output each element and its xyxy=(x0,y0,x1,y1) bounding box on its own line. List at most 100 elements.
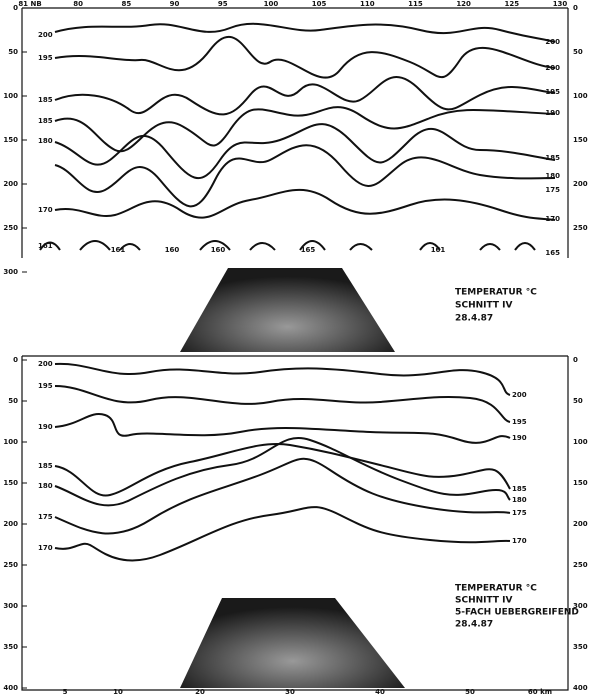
caption-line: 5-FACH UEBERGREIFEND xyxy=(455,608,579,618)
caption-line: TEMPERATUR °C xyxy=(455,288,537,298)
y-tick-label: 250 xyxy=(573,224,588,232)
x-tick-label: 90 xyxy=(170,0,180,8)
y-tick-label: 300 xyxy=(3,268,18,276)
bottom-panel xyxy=(21,355,569,691)
contour-label: 185 xyxy=(38,462,53,470)
x-tick-label: 5 xyxy=(63,688,68,695)
contour-label: 160 xyxy=(211,246,226,254)
y-tick-label: 100 xyxy=(573,438,588,446)
contour-label: 170 xyxy=(545,215,560,223)
y-tick-label: 200 xyxy=(3,180,18,188)
y-tick-label: 250 xyxy=(3,224,18,232)
contour xyxy=(54,144,556,208)
y-tick-label: 50 xyxy=(8,48,18,56)
contour xyxy=(54,362,511,396)
contour-label: 190 xyxy=(38,423,53,431)
contour-label: 195 xyxy=(38,54,53,62)
contour-label: 165 xyxy=(545,249,560,257)
contour-label: 180 xyxy=(545,172,560,180)
y-tick-label: 350 xyxy=(573,643,588,651)
contour-label: 180 xyxy=(38,137,53,145)
contour-label: 185 xyxy=(38,96,53,104)
contour-label: 185 xyxy=(545,154,560,162)
y-tick-label: 150 xyxy=(573,479,588,487)
y-tick-label: 100 xyxy=(573,92,588,100)
x-tick-label: 115 xyxy=(408,0,423,8)
y-tick-label: 400 xyxy=(573,684,588,692)
x-tick-label: 81 NB xyxy=(18,0,41,8)
contour-label: 161 xyxy=(38,242,53,250)
top-frame xyxy=(21,7,569,258)
x-tick-label: 100 xyxy=(264,0,279,8)
seamount xyxy=(180,598,405,688)
contour-label: 200 xyxy=(545,64,560,72)
caption-line: SCHNITT IV xyxy=(455,301,512,311)
contour xyxy=(54,443,511,497)
contour-label: 190 xyxy=(512,434,527,442)
y-tick-label: 200 xyxy=(3,520,18,528)
y-tick-label: 350 xyxy=(3,643,18,651)
x-tick-label: 10 xyxy=(113,688,123,695)
bottom-frame xyxy=(21,355,569,691)
caption-line: TEMPERATUR °C xyxy=(455,584,537,594)
y-tick-label: 300 xyxy=(573,602,588,610)
contour xyxy=(54,385,511,423)
contour xyxy=(54,437,511,507)
top-panel xyxy=(21,7,569,352)
contour-label: 195 xyxy=(545,88,560,96)
contour-label: 190 xyxy=(545,109,560,117)
x-tick-label: 95 xyxy=(218,0,228,8)
contour-label: 161 xyxy=(431,246,446,254)
contour xyxy=(54,123,556,180)
y-tick-label: 100 xyxy=(3,438,18,446)
contour-label: 200 xyxy=(512,391,527,399)
x-tick-label: 120 xyxy=(456,0,471,8)
y-tick-label: 300 xyxy=(3,602,18,610)
y-tick-label: 150 xyxy=(3,479,18,487)
contour xyxy=(54,35,556,79)
contour-label: 185 xyxy=(512,485,527,493)
y-tick-label: 0 xyxy=(13,356,18,364)
contour-label: 200 xyxy=(38,360,53,368)
contour-label: 161 xyxy=(111,246,126,254)
y-tick-label: 400 xyxy=(3,684,18,692)
x-tick-label: 50 xyxy=(465,688,475,695)
y-tick-label: 50 xyxy=(8,397,18,405)
contour xyxy=(54,188,556,221)
contour-label: 180 xyxy=(512,496,527,504)
x-tick-label: 125 xyxy=(505,0,520,8)
contour-label: 170 xyxy=(512,537,527,545)
y-tick-label: 0 xyxy=(573,356,578,364)
y-tick-label: 250 xyxy=(573,561,588,569)
seamount xyxy=(180,268,395,352)
contour-label: 175 xyxy=(545,186,560,194)
contour xyxy=(54,506,511,562)
contour xyxy=(54,76,556,116)
contour-label: 195 xyxy=(38,382,53,390)
contour-label: 165 xyxy=(301,246,316,254)
x-tick-label: 20 xyxy=(195,688,205,695)
caption-line: 28.4.87 xyxy=(455,620,493,630)
contour-label: 175 xyxy=(512,509,527,517)
caption-line: SCHNITT IV xyxy=(455,596,512,606)
contour xyxy=(54,413,511,444)
contour-label: 195 xyxy=(512,418,527,426)
contour xyxy=(54,22,556,43)
y-tick-label: 200 xyxy=(573,520,588,528)
y-tick-label: 150 xyxy=(3,136,18,144)
x-tick-label: 130 xyxy=(553,0,568,8)
x-tick-label: 60 km xyxy=(528,688,552,695)
contour-label: 170 xyxy=(38,544,53,552)
contour-label: 200 xyxy=(545,38,560,46)
y-tick-label: 200 xyxy=(573,180,588,188)
y-tick-label: 50 xyxy=(573,48,583,56)
contour xyxy=(54,457,511,535)
x-tick-label: 105 xyxy=(312,0,327,8)
x-tick-label: 40 xyxy=(375,688,385,695)
x-tick-label: 30 xyxy=(285,688,295,695)
contour-label: 180 xyxy=(38,482,53,490)
contour-label: 175 xyxy=(38,513,53,521)
x-tick-label: 80 xyxy=(73,0,83,8)
